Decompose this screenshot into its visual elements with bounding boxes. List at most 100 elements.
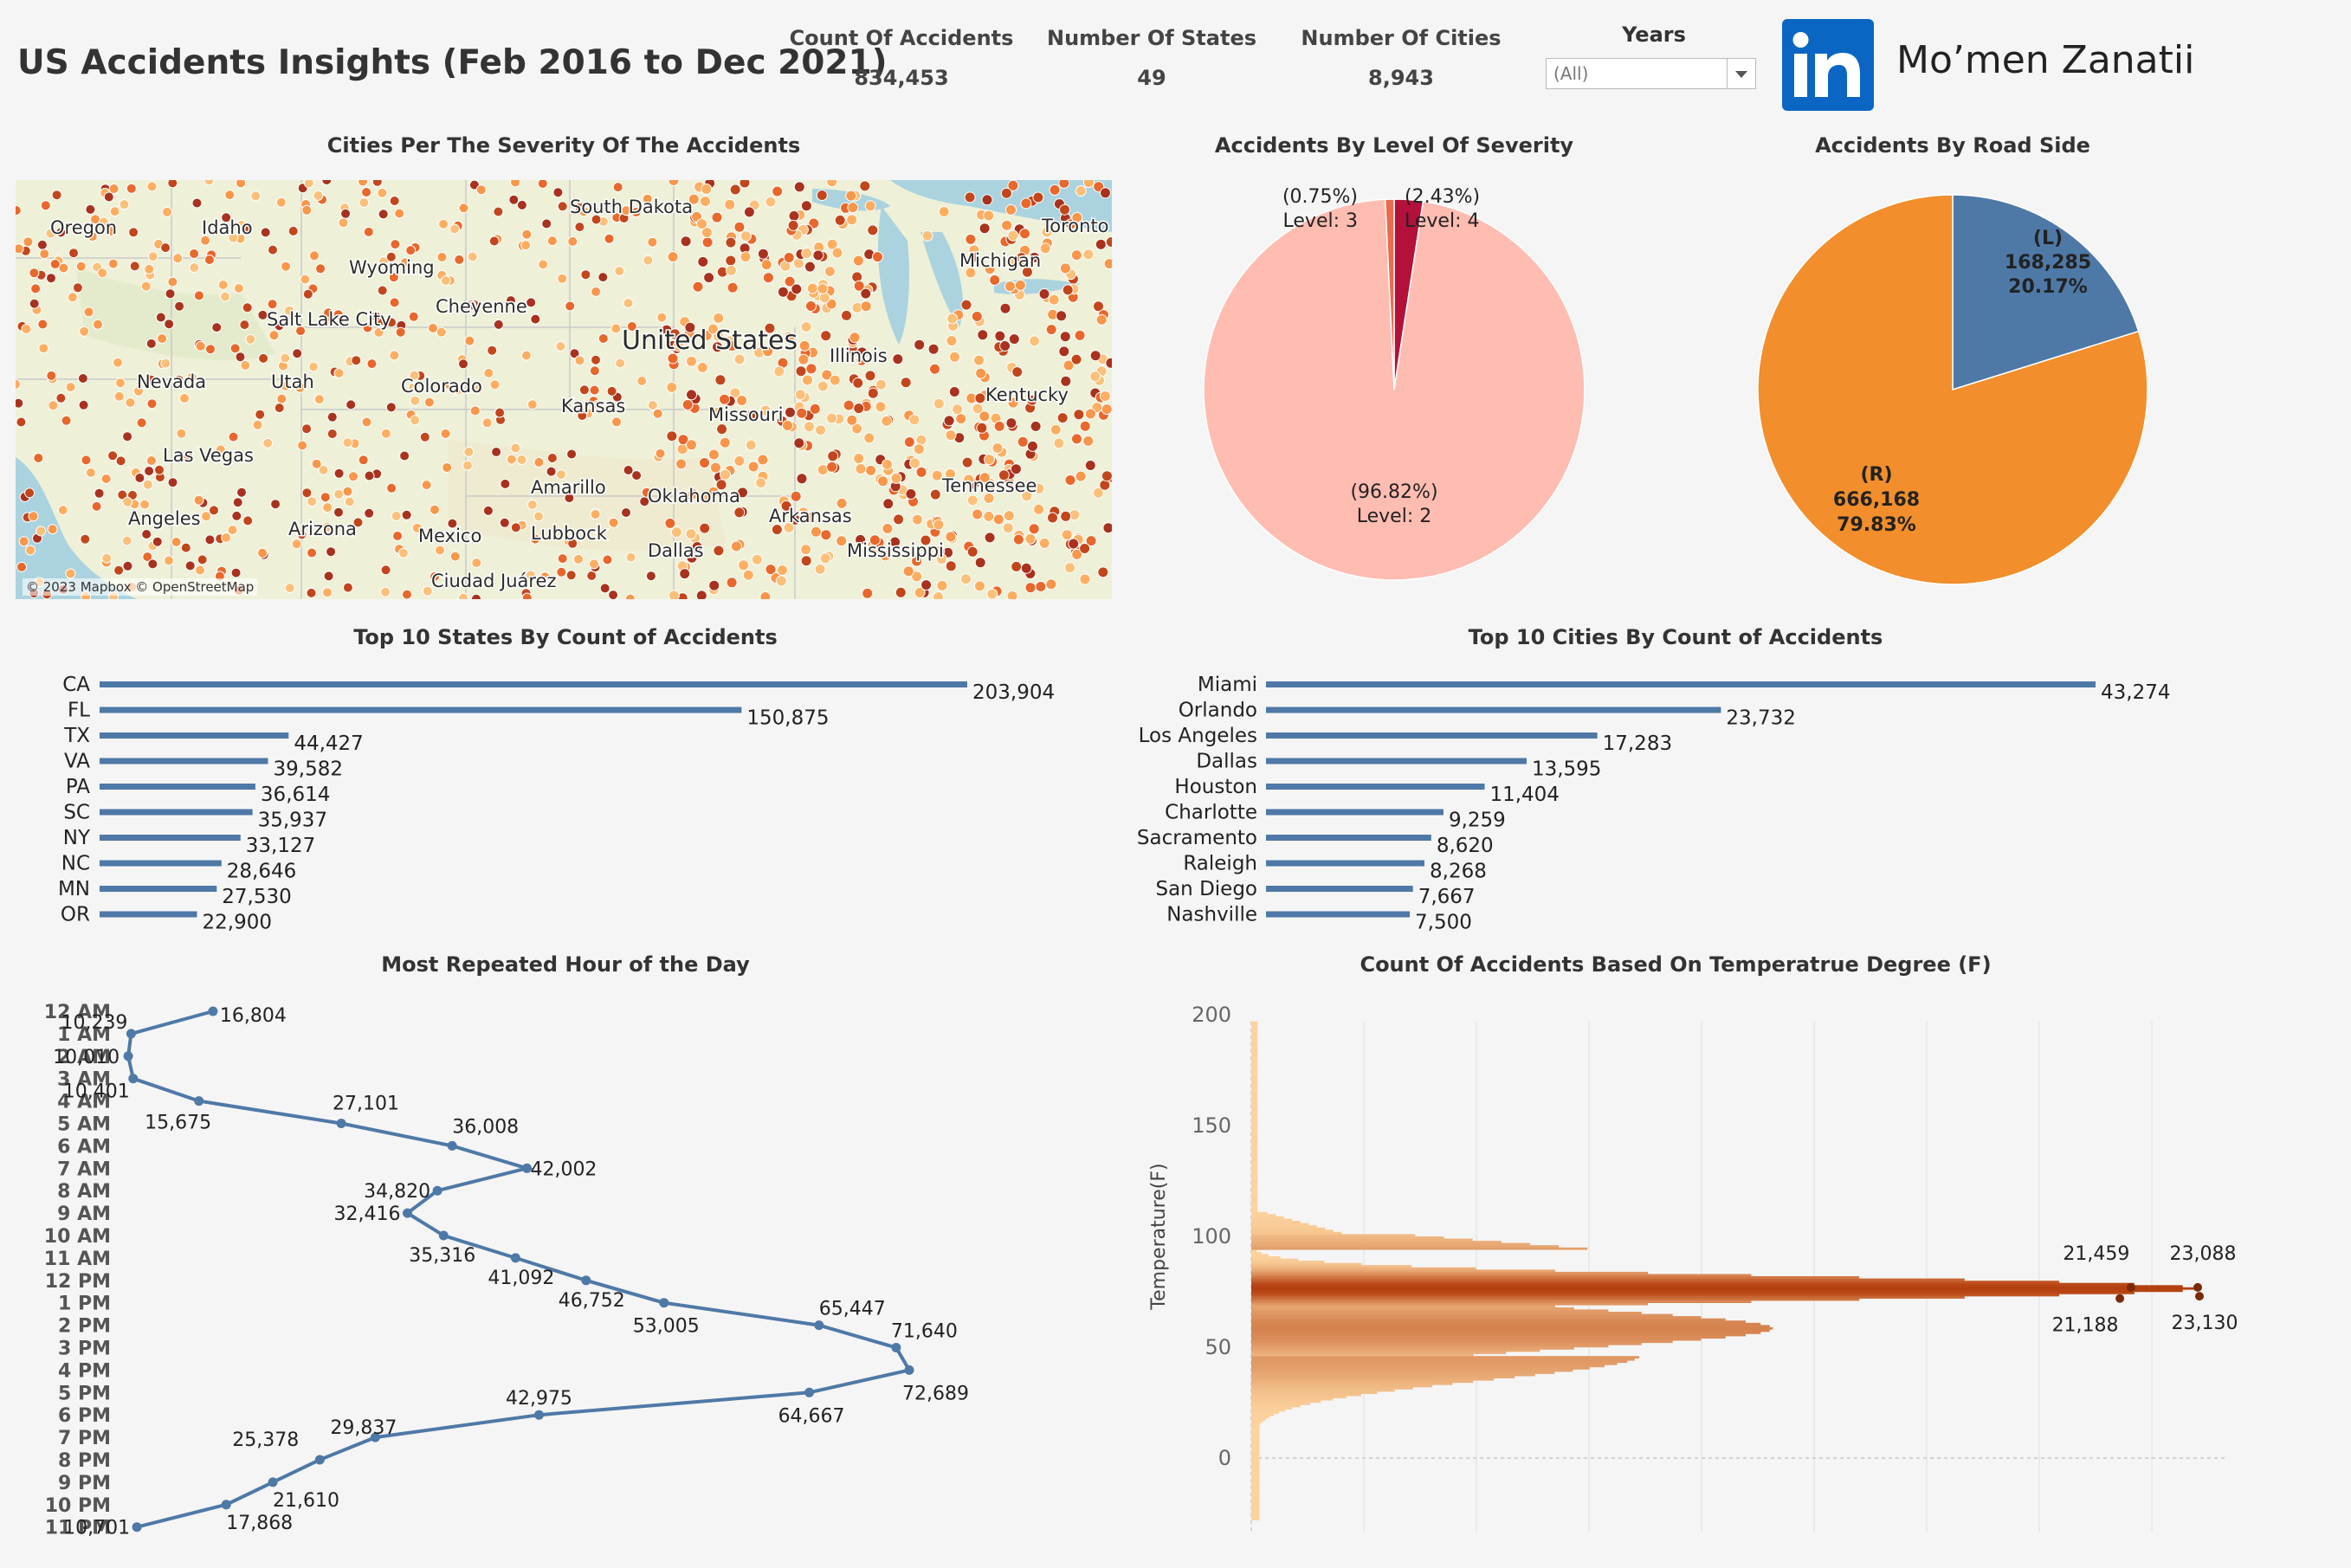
map-accident-dot xyxy=(757,454,769,466)
map-accident-dot xyxy=(410,415,421,426)
y-tick-label: 150 xyxy=(1192,1113,1231,1138)
map-accident-dot xyxy=(992,513,1004,526)
map-accident-dot xyxy=(1005,203,1017,216)
hour-tick-label: 2 PM xyxy=(58,1316,111,1338)
map-accident-dot xyxy=(826,412,837,424)
histogram-bar xyxy=(1251,1132,1258,1135)
data-point xyxy=(432,1185,442,1196)
map-accident-dot xyxy=(908,414,920,426)
chevron-down-icon[interactable] xyxy=(1727,59,1755,88)
category-tick-label: Orlando xyxy=(1179,700,1257,722)
map-accident-dot xyxy=(867,387,879,399)
map-accident-dot xyxy=(133,385,144,397)
map-accident-dot xyxy=(720,468,731,481)
map-accident-dot xyxy=(142,552,153,563)
histogram-bar xyxy=(1251,1231,1342,1235)
histogram-bar xyxy=(1251,1369,1573,1372)
map-accident-dot xyxy=(323,307,334,319)
map-place-label: Mississippi xyxy=(847,540,944,561)
map-accident-dot xyxy=(608,590,619,599)
map-accident-dot xyxy=(231,510,242,521)
histogram-bar xyxy=(1251,1471,1260,1474)
histogram-bar xyxy=(1251,1143,1258,1146)
bar xyxy=(100,784,255,790)
map-accident-dot xyxy=(1062,359,1075,371)
map-accident-dot xyxy=(233,283,244,294)
map-accident-dot xyxy=(852,377,864,389)
map-accident-dot xyxy=(195,565,205,576)
map-accident-dot xyxy=(215,444,226,455)
map-accident-dot xyxy=(812,249,824,261)
map-accident-dot xyxy=(979,410,991,423)
map-accident-dot xyxy=(508,194,520,205)
years-filter-dropdown[interactable]: (All) xyxy=(1546,58,1756,89)
map-accident-dot xyxy=(979,223,991,235)
map-accident-dot xyxy=(520,240,532,251)
bar xyxy=(1266,911,1410,918)
map-accident-dot xyxy=(909,457,921,469)
map-accident-dot xyxy=(326,411,338,423)
map-accident-dot xyxy=(686,355,697,367)
linkedin-icon[interactable] xyxy=(1782,19,1874,111)
map-accident-dot xyxy=(782,420,793,431)
histogram-bar xyxy=(1251,1223,1309,1226)
map-accident-dot xyxy=(46,273,56,284)
histogram-bar xyxy=(1251,1028,1258,1031)
data-point xyxy=(581,1275,591,1286)
map-accident-dot xyxy=(260,227,271,238)
map-accident-dot xyxy=(783,252,795,263)
map-accident-dot xyxy=(986,588,998,599)
map-accident-dot xyxy=(228,431,239,442)
map-accident-dot xyxy=(841,309,852,321)
histogram-bar xyxy=(1251,1103,1258,1107)
map-accident-dot xyxy=(291,539,302,550)
data-point xyxy=(522,1163,532,1173)
map-accident-dot xyxy=(24,487,36,499)
accidents-map[interactable]: Oregon Idaho South Dakota Wyoming Salt Lake … xyxy=(16,180,1112,599)
map-accident-dot xyxy=(510,180,521,188)
map-accident-dot xyxy=(46,370,57,381)
bar-value-label: 22,900 xyxy=(203,912,272,934)
map-accident-dot xyxy=(65,382,76,393)
map-accident-dot xyxy=(911,571,923,583)
map-accident-dot xyxy=(49,259,61,269)
map-accident-dot xyxy=(1070,353,1082,365)
histogram-bar xyxy=(1251,1480,1260,1483)
map-accident-dot xyxy=(1085,535,1097,547)
map-accident-dot xyxy=(167,180,178,189)
histogram-bar xyxy=(1251,1462,1260,1465)
map-accident-dot xyxy=(510,442,521,454)
histogram-bar xyxy=(1251,1307,1574,1310)
y-tick-label: 100 xyxy=(1192,1224,1231,1249)
map-accident-dot xyxy=(144,466,155,476)
map-accident-dot xyxy=(998,469,1010,481)
map-accident-dot xyxy=(402,589,412,599)
years-filter-value: (All) xyxy=(1553,63,1589,84)
map-accident-dot xyxy=(700,196,711,207)
map-accident-dot xyxy=(726,577,738,589)
data-point xyxy=(814,1320,824,1331)
map-accident-dot xyxy=(729,387,741,399)
map-accident-dot xyxy=(235,352,246,363)
bar-value-label: 44,427 xyxy=(294,732,363,755)
map-accident-dot xyxy=(475,184,487,196)
severity-pie-chart: (96.82%) Level: 2 (0.75%)Level: 3 (2.43%)Le… xyxy=(1203,186,1586,581)
map-accident-dot xyxy=(200,235,211,246)
map-accident-dot xyxy=(852,255,864,267)
kpi-number-cities: Number Of Cities 8,943 xyxy=(1289,26,1514,90)
map-accident-dot xyxy=(764,322,776,334)
kpi-label: Number Of States xyxy=(1046,26,1256,50)
data-point xyxy=(126,1029,136,1039)
histogram-bar xyxy=(1251,1085,1258,1088)
map-accident-dot xyxy=(804,421,815,433)
histogram-bar xyxy=(1251,1032,1258,1036)
histogram-bar xyxy=(1251,1225,1317,1228)
annotation-label: 23,088 xyxy=(2170,1243,2237,1265)
map-accident-dot xyxy=(184,560,196,571)
map-accident-dot xyxy=(680,236,692,248)
histogram-bar xyxy=(1251,1190,1258,1192)
map-accident-dot xyxy=(1026,394,1038,406)
map-accident-dot xyxy=(284,583,295,593)
histogram-bar xyxy=(1251,1214,1276,1217)
map-accident-dot xyxy=(1000,187,1012,199)
